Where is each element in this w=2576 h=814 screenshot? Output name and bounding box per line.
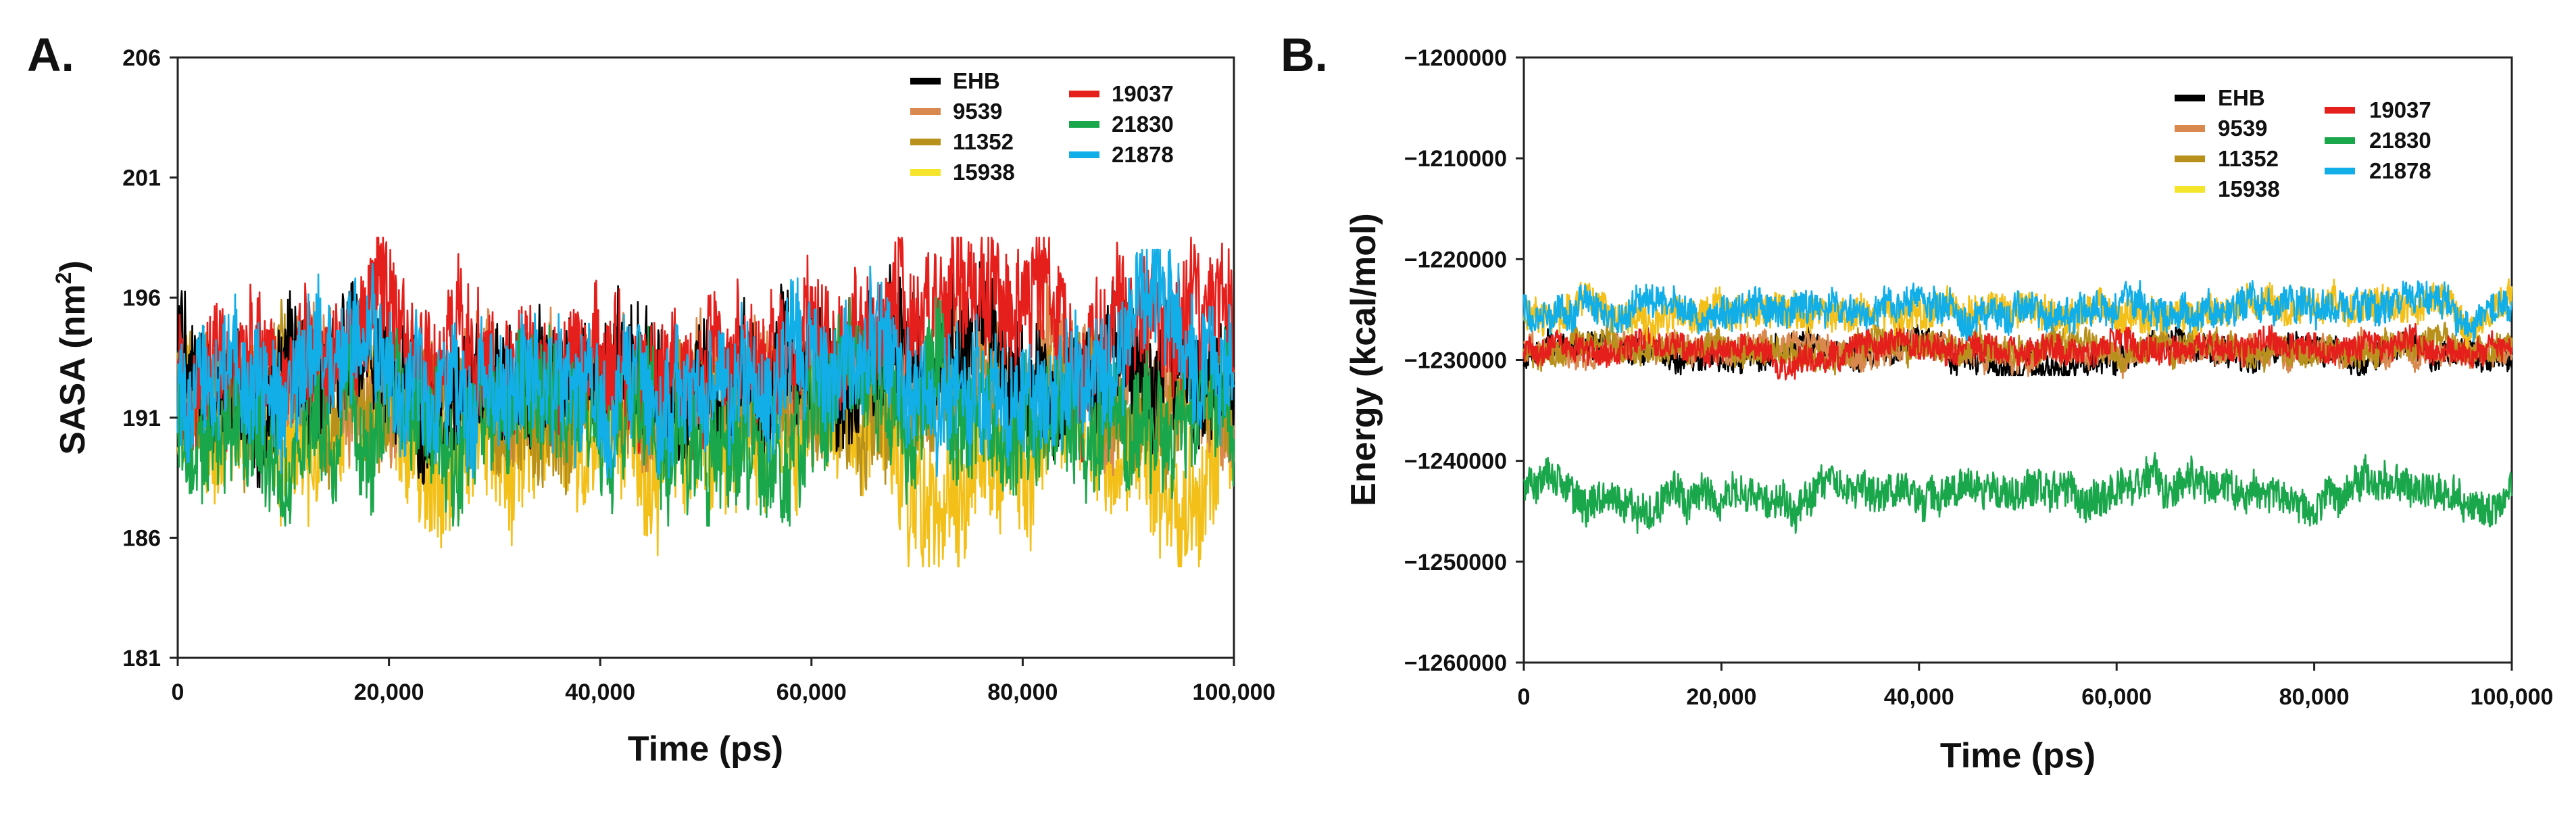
x-axis-title-a: Time (ps): [628, 729, 783, 769]
x-tick-label-a: 80,000: [987, 679, 1058, 705]
series-line-b-19037: [1522, 320, 2513, 381]
y-tick-label-b: −1260000: [1404, 650, 1507, 676]
legend-b-label-9539: 9539: [2218, 116, 2267, 141]
y-tick-label-b: −1250000: [1404, 550, 1507, 575]
legend-a-label-21878: 21878: [1112, 142, 1174, 167]
legend-a-entry-9539: 9539: [910, 99, 1002, 124]
legend-b: EHB 9539 11352 15938 19037 21830: [2175, 85, 2431, 201]
y-tick-label-a: 201: [122, 166, 161, 191]
y-tick-label-b: −1200000: [1404, 45, 1507, 71]
y-tick-label-b: −1230000: [1404, 348, 1507, 374]
panel-a-sasa-chart: A. 181 186 191 196 201 206 0 20,000 40,000 60,00…: [27, 28, 1275, 769]
panel-b-label: B.: [1281, 28, 1328, 81]
y-tick-label-a: 191: [122, 406, 161, 431]
legend-a-entry-15938: 15938: [910, 160, 1015, 185]
y-tick-label-a: 206: [122, 45, 161, 71]
legend-b-label-EHB: EHB: [2218, 85, 2265, 110]
x-tick-label-b: 60,000: [2081, 684, 2152, 710]
y-axis-title-a-superscript: 2: [51, 272, 76, 285]
legend-b-label-21878: 21878: [2369, 158, 2431, 183]
legend-a-entry-21878: 21878: [1069, 142, 1174, 167]
x-tick-label-a: 100,000: [1193, 679, 1276, 705]
series-line-a-21878: [176, 248, 1235, 479]
y-axis-title-a: SASA (nm2): [51, 260, 93, 454]
y-tick-label-b: −1220000: [1404, 247, 1507, 272]
y-tick-label-a: 181: [122, 646, 161, 671]
x-axis-title-b: Time (ps): [1940, 736, 2096, 775]
legend-b-entry-21878: 21878: [2325, 158, 2431, 183]
legend-b-entry-11352: 11352: [2175, 146, 2279, 171]
x-tick-label-b: 100,000: [2471, 684, 2554, 710]
legend-a-label-9539: 9539: [953, 99, 1002, 124]
panel-b-energy-chart: B. −1260000 −1250000 −1240000 −1230000 −1220…: [1281, 28, 2553, 775]
legend-b-entry-EHB: EHB: [2175, 85, 2265, 110]
x-axis-ticks-b: 0 20,000 40,000 60,000 80,000 100,000: [1518, 663, 2554, 710]
x-axis-ticks-a: 0 20,000 40,000 60,000 80,000 100,000: [172, 658, 1276, 705]
y-tick-label-b: −1210000: [1404, 146, 1507, 172]
legend-a-entry-EHB: EHB: [910, 68, 1000, 93]
legend-b-label-11352: 11352: [2218, 146, 2279, 171]
legend-b-entry-9539: 9539: [2175, 116, 2267, 141]
legend-a-label-19037: 19037: [1112, 81, 1174, 106]
series-line-b-21830: [1522, 452, 2513, 535]
x-tick-label-b: 40,000: [1884, 684, 1954, 710]
legend-a-label-21830: 21830: [1112, 112, 1174, 137]
legend-b-label-21830: 21830: [2369, 128, 2431, 153]
x-tick-label-b: 0: [1518, 684, 1531, 710]
legend-b-label-15938: 15938: [2218, 176, 2280, 201]
y-tick-label-b: −1240000: [1404, 449, 1507, 475]
x-tick-label-a: 0: [172, 679, 184, 705]
y-axis-ticks-a: 181 186 191 196 201 206: [122, 45, 178, 671]
y-axis-ticks-b: −1260000 −1250000 −1240000 −1230000 −1220000…: [1404, 45, 1524, 676]
legend-b-entry-19037: 19037: [2325, 97, 2431, 122]
data-traces-a: [176, 237, 1235, 568]
legend-a-entry-11352: 11352: [910, 129, 1014, 154]
x-tick-label-b: 80,000: [2279, 684, 2350, 710]
x-tick-label-a: 40,000: [565, 679, 635, 705]
y-axis-title-b: Energy (kcal/mol): [1344, 213, 1383, 506]
y-tick-label-a: 196: [122, 285, 161, 311]
x-tick-label-a: 60,000: [776, 679, 847, 705]
y-axis-title-a-tail: ): [53, 260, 93, 272]
legend-a-label-15938: 15938: [953, 160, 1015, 185]
data-traces-b: [1522, 278, 2513, 535]
legend-a-entry-21830: 21830: [1069, 112, 1174, 137]
legend-b-entry-21830: 21830: [2325, 128, 2431, 153]
x-tick-label-a: 20,000: [354, 679, 424, 705]
x-tick-label-b: 20,000: [1686, 684, 1756, 710]
legend-a-label-EHB: EHB: [953, 68, 1000, 93]
legend-a: EHB 9539 11352 15938 19037 21830: [910, 68, 1174, 185]
series-line-a-21830: [176, 296, 1235, 527]
legend-a-entry-19037: 19037: [1069, 81, 1174, 106]
panel-a-label: A.: [27, 28, 74, 81]
y-tick-label-a: 186: [122, 525, 161, 551]
legend-b-entry-15938: 15938: [2175, 176, 2280, 201]
legend-a-label-11352: 11352: [953, 129, 1014, 154]
y-axis-title-a-main: SASA (nm: [53, 284, 93, 454]
legend-b-label-19037: 19037: [2369, 97, 2431, 122]
series-line-b-21878: [1522, 279, 2513, 343]
